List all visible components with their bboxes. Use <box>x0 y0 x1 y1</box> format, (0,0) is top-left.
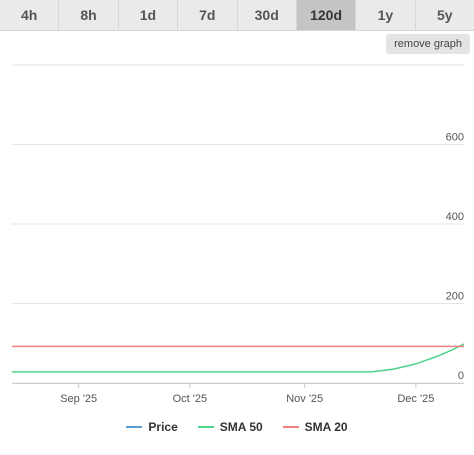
y-tick-label: 200 <box>446 291 464 303</box>
legend-label: SMA 50 <box>219 420 263 434</box>
legend-label: SMA 20 <box>304 420 348 434</box>
legend-swatch <box>126 426 143 428</box>
range-tabs: 4h 8h 1d 7d 30d 120d 1y 5y <box>0 0 474 31</box>
range-tab-7d[interactable]: 7d <box>178 0 238 30</box>
legend-swatch <box>197 426 214 428</box>
range-tab-5y[interactable]: 5y <box>437 7 453 23</box>
series-line-sma-50 <box>12 343 465 373</box>
range-tab-1d[interactable]: 1d <box>119 0 179 30</box>
y-tick-label: 400 <box>446 211 464 223</box>
range-tab-120d[interactable]: 120d <box>296 0 357 30</box>
range-tab-8h[interactable]: 8h <box>59 0 119 30</box>
x-tick-label: Dec '25 <box>397 393 434 405</box>
legend-item-sma-50[interactable]: SMA 50 <box>197 420 263 434</box>
x-tick-label: Sep '25 <box>60 393 97 405</box>
y-tick-label: 0 <box>458 370 464 382</box>
range-tab-1y[interactable]: 1y <box>356 0 416 30</box>
legend-swatch <box>282 426 299 428</box>
x-tick-label: Oct '25 <box>173 393 208 405</box>
legend-label: Price <box>148 420 178 434</box>
chart-legend: Price SMA 50 SMA 20 <box>0 420 474 434</box>
remove-graph-button[interactable]: remove graph <box>386 34 470 54</box>
range-tab-4h[interactable]: 4h <box>0 0 60 30</box>
range-tab-30d[interactable]: 30d <box>238 0 297 30</box>
legend-item-price[interactable]: Price <box>126 420 178 434</box>
legend-item-sma-20[interactable]: SMA 20 <box>282 420 348 434</box>
x-tick-label: Nov '25 <box>286 393 323 405</box>
y-tick-label: 600 <box>446 132 464 144</box>
